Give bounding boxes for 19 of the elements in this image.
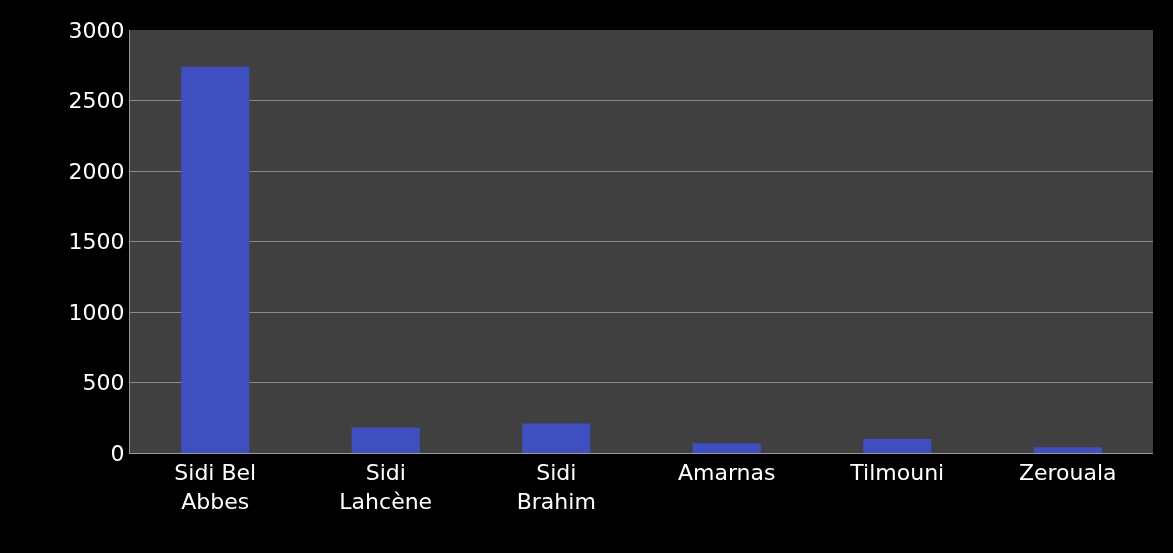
x-tick-label: Sidi Lahcène	[339, 460, 433, 514]
bar	[863, 438, 932, 453]
bar	[351, 427, 420, 453]
x-tick-label: Tilmouni	[849, 460, 945, 486]
y-tick-label: 0	[110, 440, 125, 466]
y-tick-label: 2000	[68, 158, 125, 184]
bar	[181, 66, 250, 453]
x-tick-label: Sidi Brahim	[516, 460, 596, 514]
y-tick-label: 1500	[68, 229, 125, 255]
bar	[1033, 447, 1102, 453]
x-tick-label: Zerouala	[1018, 460, 1117, 486]
y-tick-label: 2500	[68, 88, 125, 114]
y-tick-label: 500	[82, 370, 125, 396]
y-tick-label: 1000	[68, 299, 125, 325]
bar	[692, 443, 761, 453]
x-tick-label: Sidi Bel Abbes	[174, 460, 257, 514]
bar	[522, 423, 591, 453]
x-tick-label: Amarnas	[677, 460, 776, 486]
y-tick-label: 3000	[68, 17, 125, 43]
